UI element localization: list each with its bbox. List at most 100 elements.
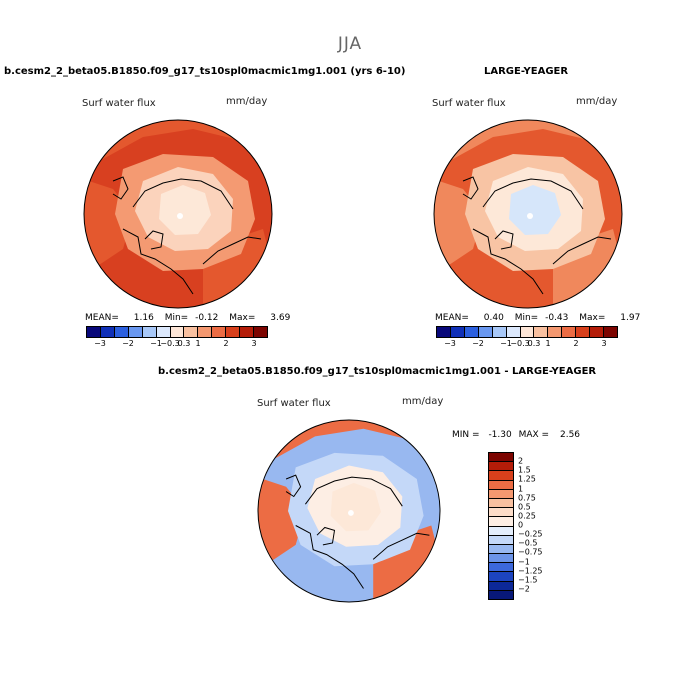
colorbar-tick-label: −3: [444, 339, 456, 348]
colorbar-swatch: [212, 327, 227, 337]
colorbar-swatch: [226, 327, 241, 337]
map-region-continent-0: [258, 420, 440, 478]
panel3-max-value: 2.56: [559, 430, 581, 440]
map-coastline-3: [462, 176, 479, 200]
colorbar-swatch: [489, 572, 513, 582]
panel2-title: LARGE-YEAGER: [484, 66, 569, 77]
colorbar-tick-label: −2: [122, 339, 134, 348]
colorbar-swatch: [87, 327, 101, 337]
panel2-colorbar-ticks: −3 −2 −1 −0.3 0.3 1 2 3: [436, 339, 618, 349]
map-pole-marker: [527, 213, 533, 219]
colorbar-swatch: [489, 471, 513, 481]
panel2-min-label: Min=: [514, 313, 539, 323]
colorbar-tick-label: 2: [573, 339, 579, 348]
panel3-min-label: MIN =: [452, 430, 480, 440]
colorbar-tick-label: −1: [518, 557, 530, 566]
colorbar-swatch: [576, 327, 591, 337]
map-region-pole: [509, 185, 561, 235]
colorbar-tick-label: −0.75: [518, 547, 543, 557]
map-coastline-2: [552, 236, 612, 265]
panel1-stats: MEAN= 1.16 Min= -0.12 Max= 3.69: [85, 313, 290, 323]
colorbar-swatch: [156, 327, 171, 337]
colorbar-swatch: [240, 327, 255, 337]
panel1-units: mm/day: [226, 96, 268, 107]
colorbar-tick-label: 1: [545, 339, 551, 348]
panel3-min-value: -1.30: [488, 430, 512, 440]
colorbar-swatch: [489, 462, 513, 472]
panel3-subtitle: Surf water flux: [257, 398, 331, 409]
colorbar-tick-label: 1: [518, 484, 524, 493]
panel2-min-value: -0.43: [545, 313, 569, 323]
colorbar-swatch: [489, 453, 513, 463]
panel3-colorbar: [488, 452, 514, 600]
colorbar-swatch: [520, 327, 535, 337]
colorbar-swatch: [437, 327, 451, 337]
colorbar-swatch: [450, 327, 465, 337]
colorbar-swatch: [604, 327, 617, 337]
map-coastline-1: [295, 525, 364, 589]
panel1-subtitle: Surf water flux: [82, 98, 156, 109]
colorbar-tick-label: 0.25: [518, 511, 536, 521]
colorbar-tick-label: −1: [150, 339, 162, 348]
colorbar-swatch: [489, 563, 513, 573]
colorbar-swatch: [492, 327, 507, 337]
colorbar-tick-label: 0.5: [518, 502, 531, 512]
colorbar-tick-label: −0.3: [160, 339, 180, 348]
colorbar-tick-label: 1: [195, 339, 201, 348]
colorbar-swatch: [489, 480, 513, 490]
panel2-subtitle: Surf water flux: [432, 98, 506, 109]
colorbar-swatch: [100, 327, 115, 337]
panel1-max-label: Max=: [229, 313, 256, 323]
panel1-title: b.cesm2_2_beta05.B1850.f09_g17_ts10spl0m…: [4, 66, 406, 77]
colorbar-tick-label: −2: [518, 584, 530, 594]
panel3-title: b.cesm2_2_beta05.B1850.f09_g17_ts10spl0m…: [158, 366, 597, 377]
map-border: [433, 119, 623, 309]
map-region-pole: [330, 482, 381, 532]
map-coastline-0: [304, 476, 403, 507]
map-coastline-3: [112, 176, 129, 200]
colorbar-tick-label: −0.3: [510, 339, 530, 348]
map-coastline-3: [285, 474, 302, 498]
colorbar-tick-label: 0: [518, 520, 524, 530]
panel3-polar-map: [257, 419, 441, 603]
panel1-colorbar-ticks: −3 −2 −1 −0.3 0.3 1 2 3: [86, 339, 268, 349]
map-region-pole: [159, 185, 211, 235]
map-coastline-2: [202, 236, 262, 265]
colorbar-swatch: [590, 327, 605, 337]
panel1-max-value: 3.69: [270, 313, 291, 323]
map-coastline-4: [316, 526, 336, 546]
colorbar-tick-label: −3: [94, 339, 106, 348]
colorbar-swatch: [489, 590, 513, 599]
colorbar-swatch: [489, 554, 513, 564]
colorbar-tick-label: −1.5: [518, 575, 538, 585]
colorbar-swatch: [198, 327, 213, 337]
colorbar-swatch: [489, 544, 513, 555]
map-coastline-0: [132, 178, 234, 210]
colorbar-tick-label: 2: [518, 456, 524, 466]
colorbar-swatch: [548, 327, 563, 337]
panel3-stats: MIN = -1.30 MAX = 2.56: [452, 430, 580, 440]
colorbar-tick-label: 0.3: [527, 339, 541, 348]
panel1-colorbar: [86, 326, 268, 338]
panel1-min-value: -0.12: [195, 313, 219, 323]
panel1-polar-map: [83, 119, 273, 309]
colorbar-swatch: [489, 526, 513, 536]
panel3-units: mm/day: [402, 396, 444, 407]
map-coastline-2: [372, 532, 430, 560]
panel1-mean-label: MEAN=: [85, 313, 119, 323]
colorbar-swatch: [114, 327, 129, 337]
colorbar-swatch: [464, 327, 479, 337]
colorbar-tick-label: 0.75: [518, 493, 536, 503]
panel1-min-label: Min=: [164, 313, 189, 323]
colorbar-swatch: [489, 489, 513, 499]
colorbar-tick-label: 1.5: [518, 465, 531, 475]
colorbar-tick-label: 2: [223, 339, 229, 348]
colorbar-swatch: [489, 581, 513, 591]
map-coastline-4: [494, 230, 514, 250]
map-coastline-1: [122, 228, 194, 295]
season-title: JJA: [337, 34, 363, 54]
colorbar-tick-label: 1.25: [518, 474, 536, 484]
colorbar-swatch: [489, 498, 513, 509]
colorbar-swatch: [506, 327, 521, 337]
colorbar-tick-label: −1.25: [518, 566, 543, 576]
